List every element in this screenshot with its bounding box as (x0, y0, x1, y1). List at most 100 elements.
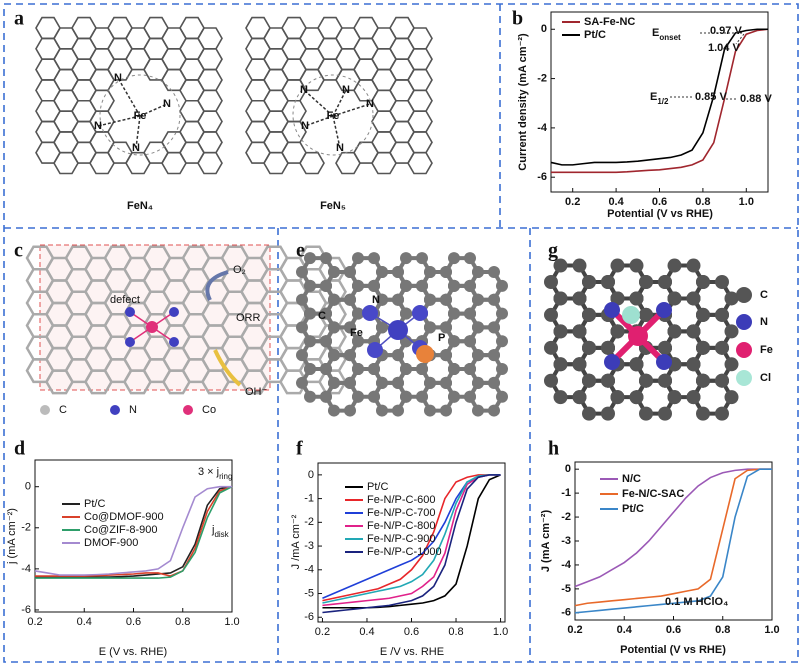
lattice-atom (582, 307, 596, 322)
lattice-atom (344, 349, 356, 362)
lattice-atom (601, 340, 615, 355)
atom-label: Fe (134, 110, 147, 122)
lattice-atom (392, 404, 404, 417)
series-line (550, 28, 768, 166)
arrow (205, 270, 229, 301)
lattice-atom (440, 404, 452, 417)
annotation-main: 3 × j (198, 466, 219, 478)
lattice-atom (715, 275, 729, 289)
lattice-atom (488, 321, 500, 334)
lattice-atom (440, 266, 452, 278)
lattice-atom (715, 373, 729, 388)
lattice-atom (392, 349, 404, 362)
y-tick-label: -2 (537, 72, 547, 84)
series-line (322, 474, 501, 607)
lattice-atom (464, 252, 476, 265)
lattice-atom (440, 349, 452, 362)
lattice-atom (715, 340, 729, 355)
lattice-atom (424, 293, 436, 306)
lattice-atom (667, 324, 682, 339)
lattice-atom (544, 275, 558, 289)
annotation: ORR (236, 312, 261, 324)
lattice-atom (320, 362, 332, 375)
lattice-atom (448, 252, 460, 265)
lattice-atom (639, 275, 653, 289)
lattice-atom (686, 258, 701, 273)
lattice-atom (610, 258, 625, 273)
lattice-atom (464, 390, 476, 403)
legend-label: N/C (622, 473, 641, 485)
legend-label: Fe-N/P-C-700 (367, 507, 435, 519)
x-tick-label: 0.6 (652, 196, 667, 208)
lattice-atom (572, 390, 587, 405)
lattice-atom (582, 275, 596, 289)
atom-n (604, 354, 620, 370)
lattice-atom (328, 376, 340, 389)
lattice-atom (658, 406, 672, 421)
x-tick-label: 0.2 (565, 196, 580, 208)
atom-n (125, 337, 135, 347)
atom-label: Fe (350, 327, 363, 339)
x-tick-label: 0.6 (404, 626, 419, 638)
atom-n (604, 302, 620, 318)
lattice-atom (400, 362, 412, 375)
atom-n (362, 305, 378, 321)
lattice-atom (610, 324, 625, 339)
atom-label: N (300, 84, 308, 96)
lattice-atom (472, 266, 484, 278)
legend-label: Fe-N/P-C-600 (367, 494, 435, 506)
legend-label: Fe (760, 344, 773, 356)
annotation-sub: 1/2 (657, 97, 669, 106)
atom-label: N (366, 98, 374, 110)
lattice-atom (724, 357, 739, 372)
lattice-atom (424, 266, 436, 278)
lattice-atom (464, 362, 476, 375)
lattice-atom (352, 335, 364, 348)
legend-label: Co (202, 404, 216, 416)
series-line (35, 485, 233, 579)
y-tick-label: -1 (304, 493, 314, 505)
atom-fe (628, 326, 648, 346)
lattice-atom (601, 373, 615, 388)
series-line (322, 474, 501, 614)
lattice-atom (582, 340, 596, 355)
lattice-atom (639, 373, 653, 388)
atom-n (656, 354, 672, 370)
lattice-atom (376, 293, 388, 306)
lattice-atom (686, 324, 701, 339)
lattice-atom (658, 275, 672, 289)
series-line (551, 28, 769, 174)
series-line (574, 468, 772, 614)
x-axis-label: Potential (V vs RHE) (620, 644, 726, 656)
series-line (574, 468, 772, 588)
lattice-atom (667, 291, 682, 306)
y-tick-label: -4 (304, 564, 314, 576)
lattice-atom (472, 376, 484, 389)
lattice-atom (582, 406, 596, 421)
lattice-atom (296, 349, 308, 362)
annotation-main: E (652, 27, 659, 39)
lattice-atom (344, 376, 356, 389)
legend-label: SA-Fe-NC (584, 16, 635, 28)
lattice-atom (696, 406, 710, 421)
bond (97, 115, 141, 127)
x-tick-label: 0.8 (715, 624, 730, 636)
y-tick-label: -5 (304, 587, 314, 599)
lattice-atom (686, 390, 701, 405)
lattice-atom (376, 321, 388, 334)
lattice-atom (488, 404, 500, 417)
lattice-atom (572, 357, 587, 372)
lattice-atom (320, 279, 332, 292)
lattice-atom (328, 404, 340, 417)
lattice-ring (89, 89, 115, 112)
lattice-atom (344, 266, 356, 278)
lattice-ring (299, 151, 325, 175)
lattice-atom (464, 279, 476, 292)
lattice-atom (553, 390, 568, 405)
lattice-ring (407, 27, 433, 50)
legend-label: N (129, 404, 137, 416)
atom-n (412, 305, 428, 321)
lattice-atom (544, 373, 558, 388)
y-tick-label: -2 (304, 516, 314, 528)
